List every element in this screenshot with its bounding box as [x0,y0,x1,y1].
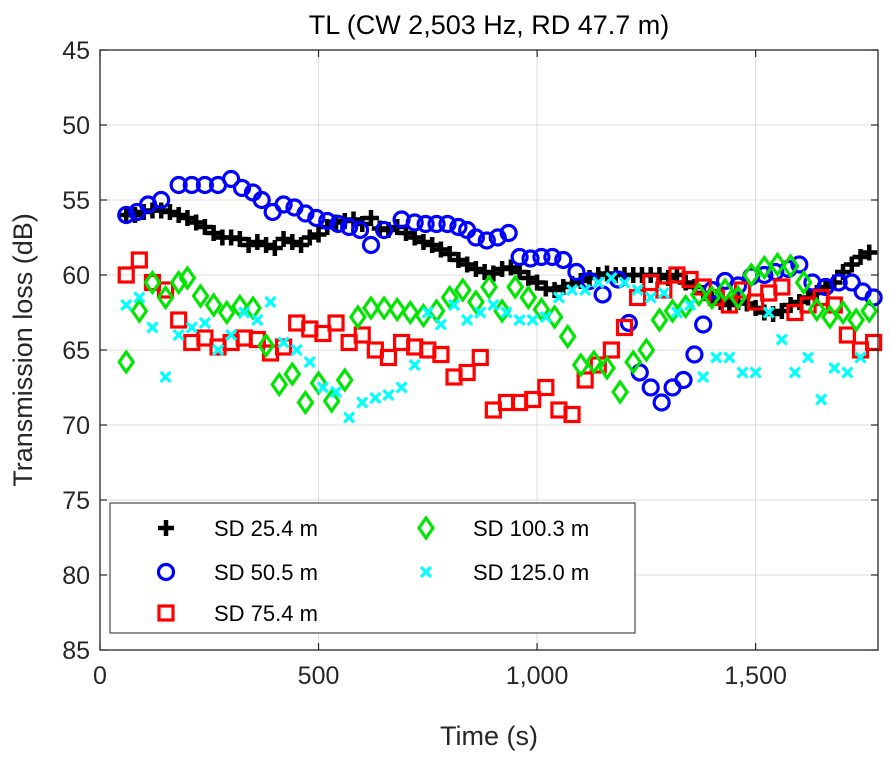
legend-label-sd-50-5: SD 50.5 m [214,560,318,585]
x-axis-label: Time (s) [440,721,538,751]
x-tick-label: 500 [298,662,340,690]
legend-label-sd-100-3: SD 100.3 m [473,516,589,541]
y-tick-label: 65 [62,337,90,365]
y-tick-label: 50 [62,112,90,140]
legend: SD 25.4 m SD 50.5 m SD 75.4 m SD 100.3 m… [110,503,635,633]
y-tick-label: 80 [62,562,90,590]
legend-label-sd-25-4: SD 25.4 m [214,516,318,541]
x-tick-label: 1,000 [506,662,569,690]
chart: 0 500 1,000 1,500 45 50 55 60 65 70 75 80 85 TL (CW … [0,0,890,766]
y-tick-label: 60 [62,262,90,290]
legend-label-sd-75-4: SD 75.4 m [214,601,318,626]
y-tick-label: 55 [62,187,90,215]
y-tick-label: 75 [62,487,90,515]
legend-label-sd-125-0: SD 125.0 m [473,560,589,585]
y-tick-label: 85 [62,637,90,665]
chart-title: TL (CW 2,503 Hz, RD 47.7 m) [309,10,670,40]
y-tick-label: 45 [62,37,90,65]
y-tick-label: 70 [62,412,90,440]
x-tick-label: 0 [93,662,107,690]
x-tick-label: 1,500 [724,662,787,690]
y-axis-label: Transmission loss (dB) [8,213,38,487]
